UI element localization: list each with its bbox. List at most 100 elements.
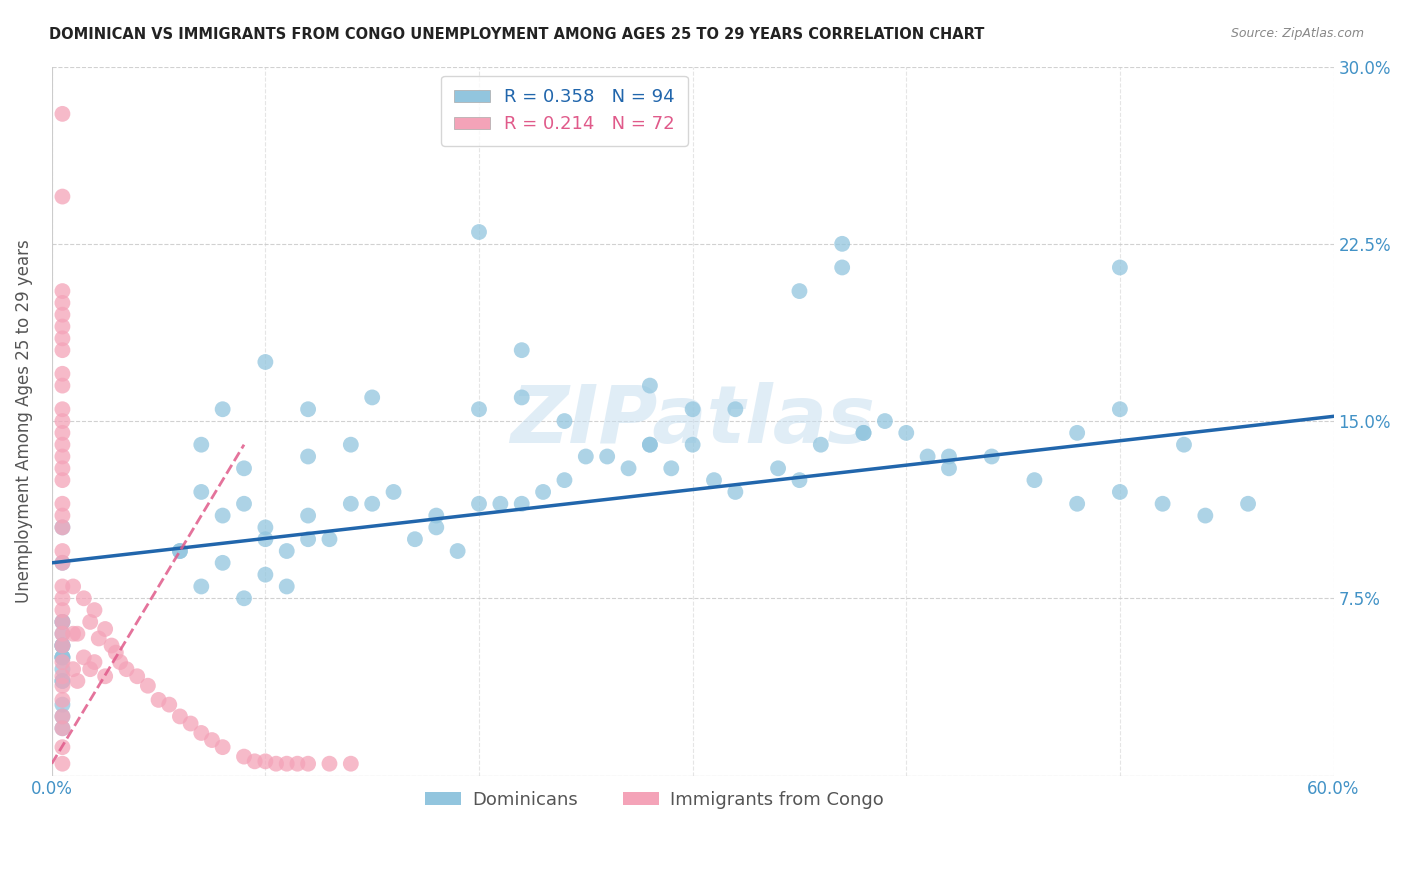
Point	[51, 639, 73, 653]
Point	[51, 650, 73, 665]
Point	[51, 367, 73, 381]
Point	[361, 497, 384, 511]
Point	[51, 544, 73, 558]
Point	[62, 626, 84, 640]
Point	[94, 622, 117, 636]
Point	[254, 532, 277, 546]
Point	[100, 639, 122, 653]
Point	[51, 579, 73, 593]
Point	[148, 693, 170, 707]
Point	[254, 520, 277, 534]
Point	[382, 485, 405, 500]
Point	[51, 740, 73, 755]
Point	[724, 485, 747, 500]
Point	[1152, 497, 1174, 511]
Point	[938, 461, 960, 475]
Point	[51, 438, 73, 452]
Point	[297, 756, 319, 771]
Point	[917, 450, 939, 464]
Point	[51, 673, 73, 688]
Point	[51, 639, 73, 653]
Point	[831, 260, 853, 275]
Point	[789, 284, 811, 298]
Point	[51, 615, 73, 629]
Point	[51, 698, 73, 712]
Point	[638, 438, 661, 452]
Point	[852, 425, 875, 440]
Point	[1237, 497, 1260, 511]
Point	[136, 679, 159, 693]
Point	[73, 650, 96, 665]
Point	[531, 485, 554, 500]
Point	[789, 473, 811, 487]
Point	[169, 544, 191, 558]
Point	[553, 414, 575, 428]
Point	[51, 556, 73, 570]
Point	[83, 603, 105, 617]
Point	[233, 461, 256, 475]
Point	[51, 615, 73, 629]
Point	[361, 391, 384, 405]
Point	[190, 579, 212, 593]
Point	[108, 655, 131, 669]
Point	[62, 579, 84, 593]
Point	[276, 579, 298, 593]
Point	[51, 107, 73, 121]
Point	[115, 662, 138, 676]
Point	[233, 749, 256, 764]
Point	[51, 626, 73, 640]
Point	[1194, 508, 1216, 523]
Point	[254, 755, 277, 769]
Point	[51, 296, 73, 310]
Point	[724, 402, 747, 417]
Point	[190, 726, 212, 740]
Point	[575, 450, 598, 464]
Point	[51, 378, 73, 392]
Point	[51, 603, 73, 617]
Point	[873, 414, 896, 428]
Point	[1024, 473, 1046, 487]
Point	[659, 461, 682, 475]
Point	[51, 679, 73, 693]
Point	[157, 698, 180, 712]
Text: Source: ZipAtlas.com: Source: ZipAtlas.com	[1230, 27, 1364, 40]
Point	[1109, 485, 1132, 500]
Point	[243, 755, 266, 769]
Point	[51, 402, 73, 417]
Y-axis label: Unemployment Among Ages 25 to 29 years: Unemployment Among Ages 25 to 29 years	[15, 239, 32, 603]
Point	[297, 450, 319, 464]
Point	[51, 520, 73, 534]
Point	[287, 756, 309, 771]
Point	[51, 650, 73, 665]
Text: DOMINICAN VS IMMIGRANTS FROM CONGO UNEMPLOYMENT AMONG AGES 25 TO 29 YEARS CORREL: DOMINICAN VS IMMIGRANTS FROM CONGO UNEMP…	[49, 27, 984, 42]
Point	[79, 662, 101, 676]
Point	[51, 591, 73, 606]
Point	[51, 693, 73, 707]
Point	[51, 673, 73, 688]
Point	[51, 508, 73, 523]
Point	[51, 425, 73, 440]
Point	[79, 615, 101, 629]
Point	[51, 461, 73, 475]
Point	[682, 402, 704, 417]
Point	[51, 655, 73, 669]
Point	[425, 508, 447, 523]
Point	[510, 391, 533, 405]
Point	[340, 497, 363, 511]
Point	[51, 626, 73, 640]
Point	[1109, 402, 1132, 417]
Point	[51, 414, 73, 428]
Point	[446, 544, 468, 558]
Point	[1066, 425, 1088, 440]
Point	[596, 450, 619, 464]
Point	[233, 591, 256, 606]
Point	[297, 532, 319, 546]
Point	[318, 756, 340, 771]
Point	[51, 319, 73, 334]
Point	[87, 632, 110, 646]
Point	[980, 450, 1002, 464]
Point	[51, 556, 73, 570]
Point	[62, 662, 84, 676]
Point	[51, 189, 73, 203]
Point	[51, 709, 73, 723]
